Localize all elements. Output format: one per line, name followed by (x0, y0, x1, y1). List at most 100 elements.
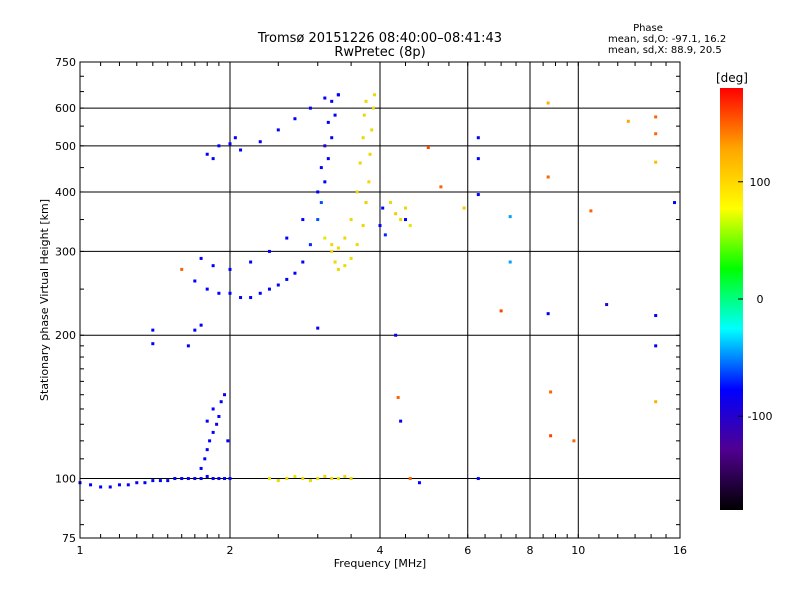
x-tick-label: 2 (227, 544, 234, 557)
data-point (301, 260, 305, 264)
data-point (549, 390, 553, 394)
data-point (654, 400, 658, 404)
x-tick-label: 1 (77, 544, 84, 557)
data-point (330, 477, 334, 481)
data-point (319, 166, 323, 170)
data-point (349, 477, 353, 481)
data-point (301, 218, 305, 222)
data-point (323, 180, 327, 184)
data-point (293, 271, 297, 275)
data-point (394, 333, 398, 337)
data-point (217, 477, 221, 481)
data-point (180, 477, 184, 481)
data-point (258, 291, 262, 295)
data-point (217, 144, 221, 148)
data-point (267, 287, 271, 291)
data-point (151, 328, 155, 332)
data-point (476, 136, 480, 140)
data-point (323, 474, 327, 478)
data-point (399, 419, 403, 423)
data-point (323, 96, 327, 100)
data-point (408, 224, 412, 228)
data-point (199, 256, 203, 260)
data-point (654, 160, 658, 164)
data-point (373, 93, 377, 97)
data-point (186, 344, 190, 348)
data-point (403, 206, 407, 210)
data-point (330, 243, 334, 247)
data-point (355, 190, 359, 194)
data-points (78, 93, 677, 489)
data-point (572, 439, 576, 443)
data-point (343, 236, 347, 240)
data-point (249, 296, 253, 300)
data-point (370, 128, 374, 132)
data-point (399, 218, 403, 222)
data-point (193, 279, 197, 283)
data-point (333, 260, 337, 264)
y-tick-labels: 75 100 200 300 400 500 600 750 (55, 56, 76, 545)
data-point (108, 485, 112, 489)
colorbar-label: [deg] (716, 71, 748, 85)
data-point (336, 93, 340, 97)
data-point (605, 303, 609, 307)
data-point (499, 309, 503, 313)
x-tick-label: 4 (377, 544, 384, 557)
axis-ticks (80, 62, 680, 538)
data-point (654, 344, 658, 348)
data-point (199, 466, 203, 470)
data-point (330, 99, 334, 103)
data-point (215, 422, 219, 426)
data-point (226, 439, 230, 443)
y-tick-label: 100 (55, 473, 76, 486)
data-point (316, 326, 320, 330)
grid-lines (80, 62, 680, 538)
data-point (358, 161, 362, 165)
data-point (316, 218, 320, 222)
x-axis-label: Frequency [MHz] (334, 557, 426, 570)
data-point (462, 206, 466, 210)
data-point (211, 264, 215, 268)
chart-subtitle: RwPretec (8p) (334, 45, 425, 60)
data-point (355, 243, 359, 247)
data-point (389, 201, 393, 205)
data-point (239, 148, 243, 152)
y-tick-label: 300 (55, 245, 76, 258)
colorbar-gradient (720, 88, 743, 510)
data-point (308, 243, 312, 247)
data-point (285, 236, 289, 240)
data-point (336, 267, 340, 271)
data-point (158, 479, 162, 483)
data-point (549, 434, 553, 438)
data-point (308, 479, 312, 483)
data-point (476, 477, 480, 481)
data-point (249, 260, 253, 264)
data-point (508, 215, 512, 219)
data-point (186, 477, 190, 481)
y-tick-label: 400 (55, 186, 76, 199)
data-point (336, 477, 340, 481)
data-point (546, 312, 550, 316)
data-point (228, 291, 232, 295)
data-point (99, 485, 103, 489)
data-point (211, 477, 215, 481)
data-point (203, 457, 207, 461)
y-axis-label: Stationary phase Virtual Height [km] (38, 199, 51, 401)
data-point (333, 113, 337, 117)
data-point (408, 477, 412, 481)
data-point (326, 120, 330, 124)
data-point (508, 260, 512, 264)
data-point (403, 218, 407, 222)
data-point (193, 477, 197, 481)
x-tick-labels: 1 2 4 6 8 10 16 (77, 544, 688, 557)
data-point (193, 328, 197, 332)
data-point (439, 185, 443, 189)
y-tick-label: 600 (55, 102, 76, 115)
data-point (258, 140, 262, 144)
data-point (199, 323, 203, 327)
data-point (205, 474, 209, 478)
data-point (173, 477, 177, 481)
stats-header: Phase (633, 23, 663, 34)
data-point (361, 136, 365, 140)
